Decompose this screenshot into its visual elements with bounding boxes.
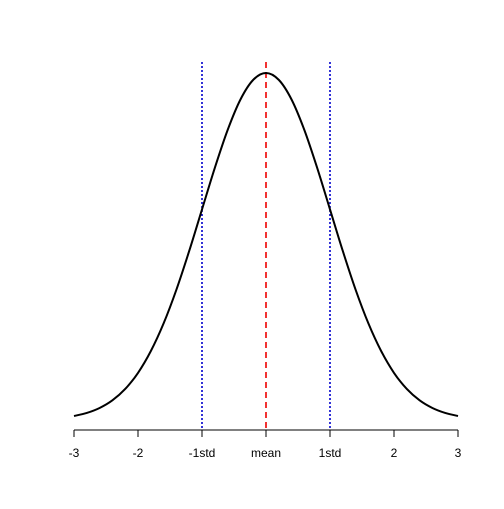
- x-tick-label: -1std: [189, 446, 216, 460]
- x-tick-label: 3: [455, 446, 462, 460]
- x-tick-label: -3: [69, 446, 80, 460]
- x-axis: -3 -2 -1std mean 1std 2 3: [69, 429, 462, 460]
- x-tick-label: mean: [251, 446, 281, 460]
- x-tick-label: -2: [133, 446, 144, 460]
- density-curve-layer: [73, 71, 459, 417]
- density-curve: [73, 71, 459, 417]
- x-tick-label: 1std: [319, 446, 342, 460]
- x-tick-label: 2: [391, 446, 398, 460]
- reference-lines: [201, 62, 331, 430]
